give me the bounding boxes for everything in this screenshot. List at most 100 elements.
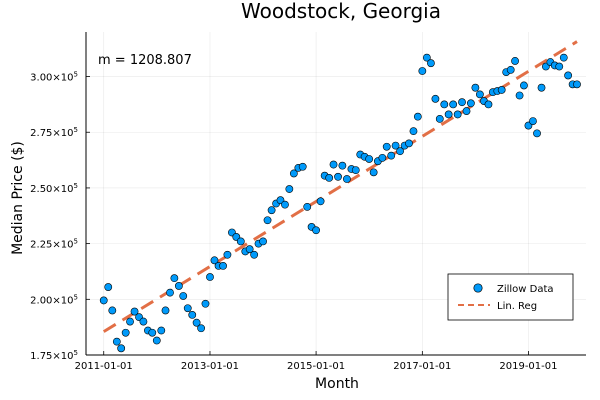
x-tick-label-2: 2015-01-01 — [287, 361, 345, 372]
data-point-54 — [338, 161, 347, 170]
data-point-85 — [475, 90, 484, 99]
data-point-72 — [418, 67, 427, 75]
data-point-46 — [303, 202, 312, 211]
data-point-92 — [506, 65, 515, 74]
data-point-21 — [192, 318, 201, 327]
legend-label-zillow: Zillow Data — [497, 284, 554, 295]
x-tick-label-3: 2017-01-01 — [393, 361, 451, 372]
data-point-93 — [511, 57, 519, 65]
data-point-76 — [435, 114, 444, 123]
data-point-82 — [462, 107, 471, 115]
data-point-13 — [157, 326, 166, 335]
x-tick-label-4: 2019-01-01 — [499, 361, 557, 372]
data-point-52 — [329, 160, 338, 169]
data-point-42 — [285, 185, 294, 193]
data-point-83 — [466, 99, 475, 108]
data-point-3 — [112, 337, 121, 346]
data-point-0 — [99, 296, 108, 305]
data-point-7 — [130, 307, 139, 316]
data-point-17 — [174, 282, 183, 290]
data-point-2 — [108, 306, 117, 315]
data-point-6 — [126, 317, 134, 326]
data-point-78 — [444, 110, 453, 119]
data-point-65 — [387, 151, 396, 160]
y-tick-label-4: 2.75×105 — [30, 126, 78, 139]
data-point-79 — [449, 100, 458, 109]
slope-annotation: m = 1208.807 — [98, 53, 192, 68]
data-point-80 — [453, 110, 462, 119]
data-point-55 — [343, 175, 351, 183]
data-point-97 — [529, 117, 537, 126]
data-point-77 — [440, 100, 449, 109]
data-point-41 — [281, 200, 289, 209]
data-point-33 — [245, 245, 254, 254]
data-point-18 — [179, 292, 188, 300]
data-point-75 — [431, 94, 440, 103]
x-tick-label-0: 2011-01-01 — [75, 361, 133, 372]
data-point-90 — [497, 86, 506, 94]
data-point-84 — [471, 83, 480, 92]
data-point-94 — [515, 91, 524, 100]
data-point-34 — [250, 250, 259, 259]
data-point-67 — [396, 147, 404, 156]
data-point-81 — [458, 98, 466, 107]
x-tick-label-1: 2013-01-01 — [181, 361, 239, 372]
data-point-12 — [152, 336, 161, 345]
x-axis-label: Month — [315, 376, 359, 392]
y-tick-label-5: 3.00×105 — [30, 71, 78, 84]
axes — [85, 32, 586, 356]
data-point-27 — [219, 261, 227, 270]
y-tick-label-1: 2.00×105 — [30, 293, 78, 306]
data-point-22 — [197, 324, 206, 333]
data-point-71 — [413, 112, 422, 121]
data-point-73 — [422, 53, 431, 62]
data-point-31 — [236, 237, 245, 246]
scatter-points — [99, 53, 581, 353]
legend-label-linreg: Lin. Reg — [497, 301, 537, 312]
data-point-48 — [312, 226, 320, 235]
data-point-104 — [559, 53, 568, 62]
data-point-99 — [537, 83, 546, 92]
data-point-61 — [369, 168, 378, 177]
data-point-105 — [564, 71, 573, 80]
legend-marker-zillow — [473, 283, 483, 293]
chart-title: Woodstock, Georgia — [241, 0, 441, 23]
data-point-25 — [210, 256, 219, 265]
data-point-5 — [121, 328, 130, 337]
data-point-98 — [533, 129, 541, 138]
y-tick-label-2: 2.25×105 — [30, 238, 78, 251]
data-point-95 — [520, 81, 528, 90]
x-ticks: 2011-01-01 2013-01-01 2015-01-01 2017-01-01… — [75, 351, 558, 372]
legend: Zillow Data Lin. Reg — [447, 273, 574, 321]
data-point-19 — [183, 304, 192, 313]
data-point-70 — [409, 127, 418, 136]
data-point-37 — [263, 216, 272, 225]
data-point-28 — [223, 250, 232, 259]
data-point-69 — [405, 139, 413, 148]
y-axis-label: Median Price ($) — [10, 141, 26, 255]
data-point-23 — [201, 299, 210, 308]
y-ticks: 1.75×105 2.00×105 2.25×105 2.50×105 2.75×105… — [30, 71, 90, 362]
data-point-9 — [139, 317, 148, 326]
data-point-16 — [170, 274, 179, 283]
data-point-60 — [365, 155, 374, 163]
legend-box — [447, 273, 574, 321]
data-point-53 — [334, 172, 342, 181]
data-point-4 — [117, 344, 126, 353]
data-point-74 — [427, 59, 435, 68]
data-point-14 — [161, 306, 170, 315]
data-point-103 — [555, 62, 564, 71]
data-point-49 — [316, 197, 325, 206]
data-point-43 — [289, 169, 298, 178]
data-point-66 — [391, 141, 400, 150]
data-point-57 — [351, 166, 360, 175]
data-point-64 — [382, 142, 391, 151]
data-point-36 — [259, 237, 267, 246]
data-point-63 — [378, 153, 387, 162]
data-point-107 — [573, 80, 581, 89]
data-point-87 — [484, 100, 493, 109]
y-tick-label-0: 1.75×105 — [30, 349, 78, 362]
data-point-20 — [188, 311, 197, 319]
data-point-38 — [267, 206, 276, 215]
